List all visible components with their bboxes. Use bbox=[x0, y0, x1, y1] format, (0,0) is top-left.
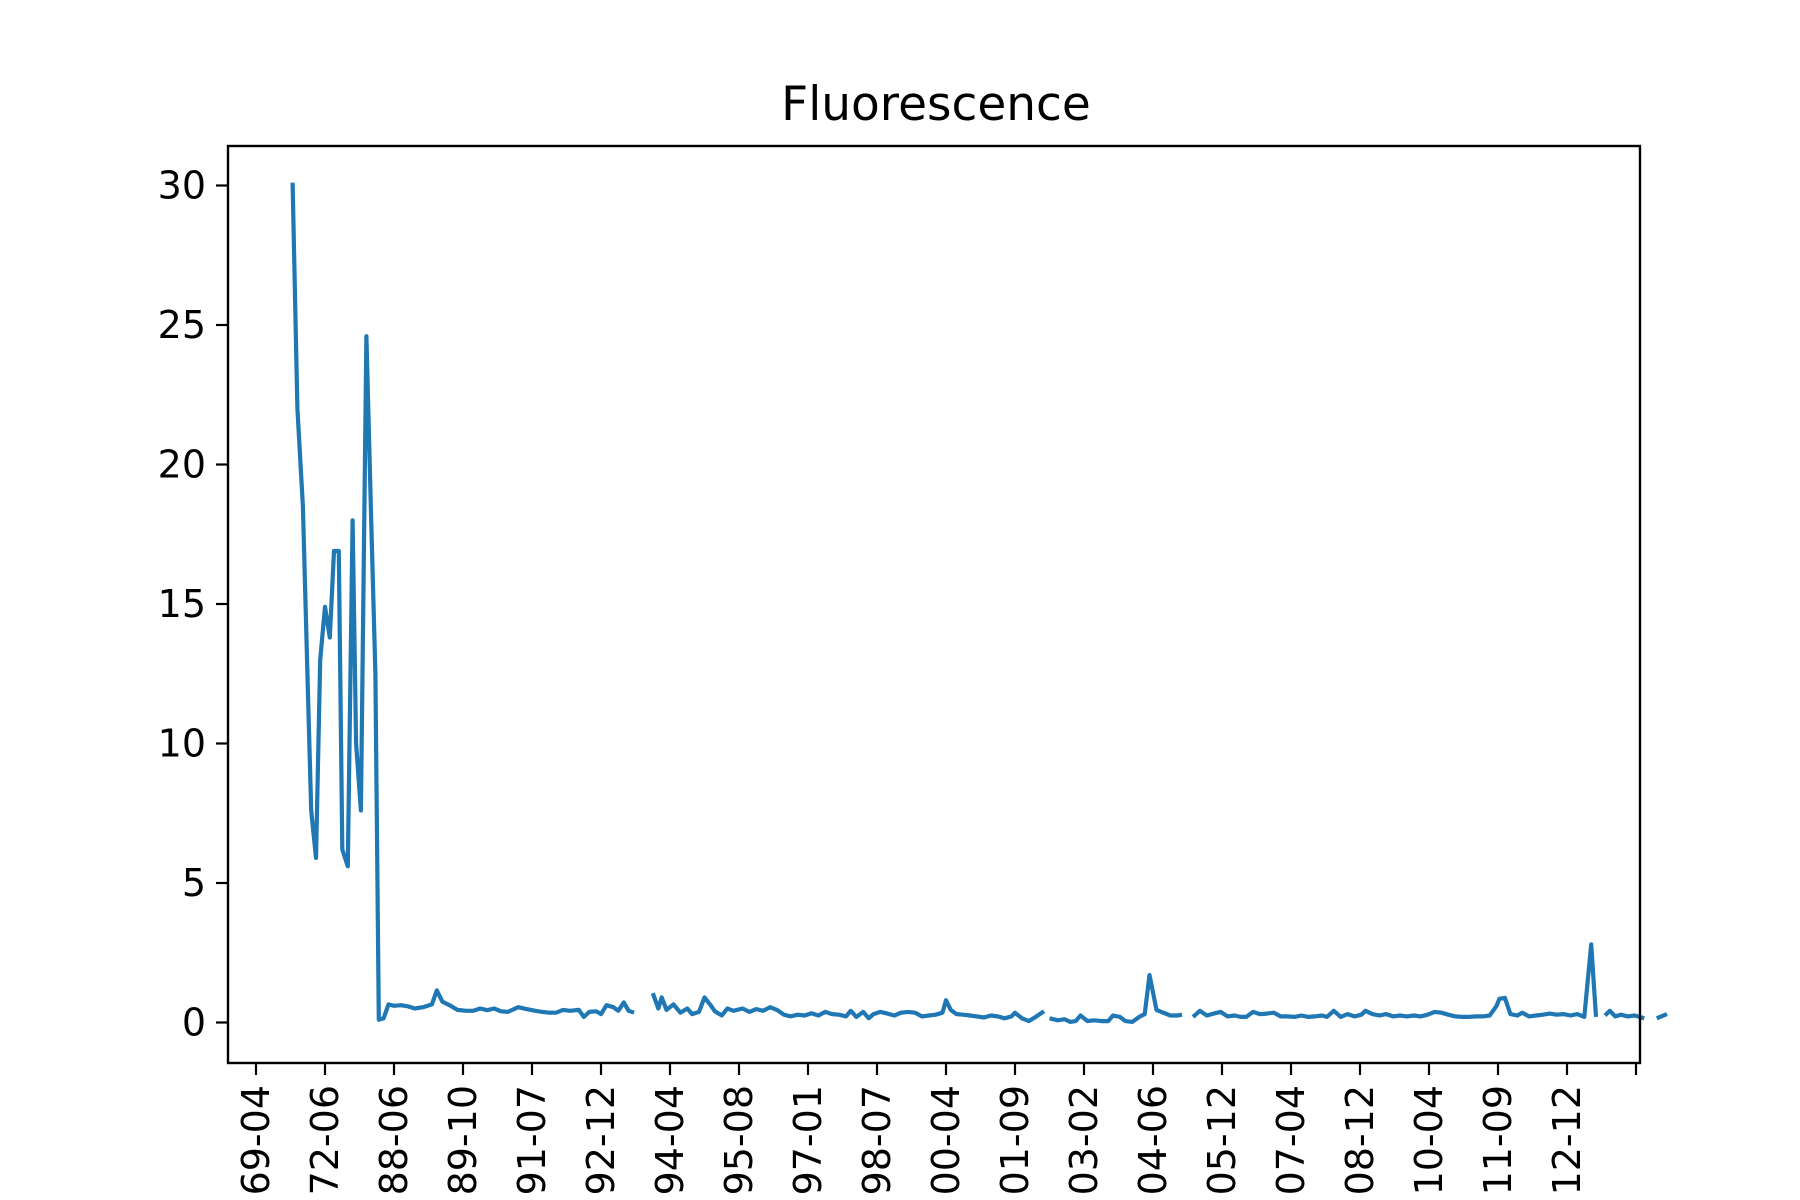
plot-frame bbox=[226, 144, 1642, 1065]
y-tick-label: 25 bbox=[158, 303, 206, 347]
x-tick-label: 91-07 bbox=[510, 1085, 554, 1195]
y-tick-label: 30 bbox=[158, 164, 206, 208]
x-tick-label: 89-10 bbox=[441, 1085, 485, 1195]
y-tick-label: 20 bbox=[158, 443, 206, 487]
plot-content bbox=[290, 182, 1668, 1024]
x-tick-label: 69-04 bbox=[234, 1085, 278, 1195]
y-tick-label: 10 bbox=[158, 722, 206, 766]
x-tick-label: 10-04 bbox=[1407, 1085, 1451, 1195]
series-line-segment bbox=[1603, 1008, 1645, 1021]
x-tick-label: 07-04 bbox=[1269, 1085, 1313, 1195]
x-tick-label: 04-06 bbox=[1131, 1085, 1175, 1195]
x-tick-label: 92-12 bbox=[579, 1085, 623, 1195]
y-tick-label: 0 bbox=[182, 1001, 206, 1045]
x-tick-label: 94-04 bbox=[648, 1085, 692, 1195]
y-axis: 0 5 10 15 20 25 30 bbox=[158, 164, 228, 1045]
x-tick-label: 12-12 bbox=[1545, 1085, 1589, 1195]
series-line-segment bbox=[650, 992, 1046, 1024]
y-tick-label: 5 bbox=[182, 861, 206, 905]
y-tick-label: 15 bbox=[158, 582, 206, 626]
x-tick-label: 05-12 bbox=[1200, 1085, 1244, 1195]
x-axis: 69-04 72-06 88-06 89-10 91-07 92-12 94-04 95-08… bbox=[234, 1063, 1638, 1195]
x-tick-label: 08-12 bbox=[1338, 1085, 1382, 1195]
chart-title: Fluorescence bbox=[781, 77, 1091, 132]
series-line-segment bbox=[290, 182, 635, 1022]
x-tick-label: 03-02 bbox=[1062, 1085, 1106, 1195]
x-tick-label: 11-09 bbox=[1476, 1085, 1520, 1195]
series-line-segment bbox=[1049, 973, 1183, 1024]
x-tick-label: 00-04 bbox=[924, 1085, 968, 1195]
x-tick-label: 95-08 bbox=[717, 1085, 761, 1195]
x-tick-label: 97-01 bbox=[786, 1085, 830, 1195]
x-tick-label: 88-06 bbox=[372, 1085, 416, 1195]
x-tick-label: 72-06 bbox=[303, 1085, 347, 1195]
series-line-segment bbox=[1655, 1012, 1668, 1021]
x-tick-label: 98-07 bbox=[855, 1085, 899, 1195]
x-tick-label: 01-09 bbox=[993, 1085, 1037, 1195]
series-line-segment bbox=[1191, 942, 1599, 1019]
